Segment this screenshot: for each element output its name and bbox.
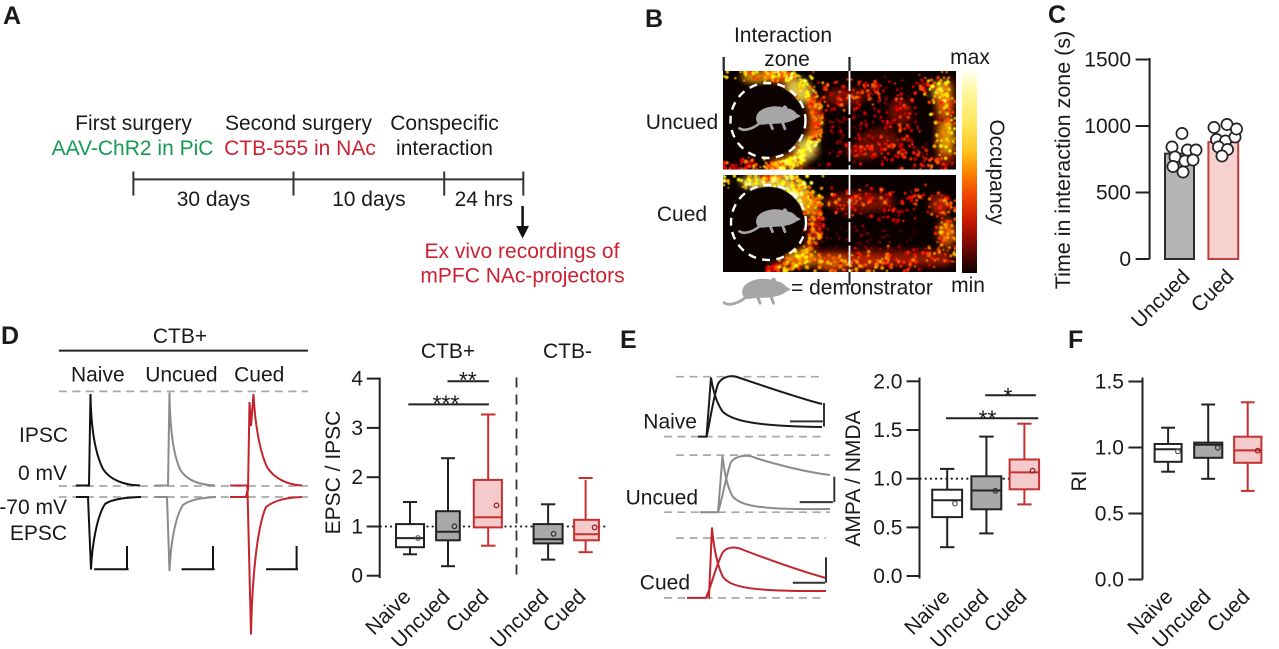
svg-text:zone: zone bbox=[764, 48, 810, 71]
svg-text:Cued: Cued bbox=[234, 364, 284, 387]
svg-text:Ex vivo recordings of: Ex vivo recordings of bbox=[425, 240, 620, 263]
svg-text:Naive: Naive bbox=[643, 410, 697, 433]
svg-text:0.5: 0.5 bbox=[873, 516, 902, 539]
svg-text:mPFC NAc-projectors: mPFC NAc-projectors bbox=[420, 265, 624, 288]
svg-text:A: A bbox=[3, 2, 21, 30]
svg-text:IPSC: IPSC bbox=[19, 424, 68, 447]
svg-text:Uncued: Uncued bbox=[145, 364, 217, 387]
svg-text:Occupancy: Occupancy bbox=[985, 119, 1008, 225]
svg-text:*: * bbox=[1004, 383, 1013, 409]
svg-text:CTB-555 in NAc: CTB-555 in NAc bbox=[224, 137, 376, 160]
svg-text:Second surgery: Second surgery bbox=[225, 112, 373, 135]
svg-text:2.0: 2.0 bbox=[873, 370, 902, 393]
svg-text:Cued: Cued bbox=[1187, 265, 1239, 317]
svg-text:0: 0 bbox=[351, 565, 363, 588]
svg-text:CTB-: CTB- bbox=[543, 340, 592, 363]
svg-text:1.0: 1.0 bbox=[873, 468, 902, 491]
svg-text:30 days: 30 days bbox=[177, 188, 251, 211]
svg-text:**: ** bbox=[979, 406, 997, 432]
svg-text:0: 0 bbox=[1119, 248, 1131, 271]
svg-text:AAV-ChR2 in PiC: AAV-ChR2 in PiC bbox=[52, 137, 214, 160]
svg-text:4: 4 bbox=[351, 368, 363, 391]
svg-text:Uncued: Uncued bbox=[1127, 265, 1194, 332]
svg-text:1.5: 1.5 bbox=[1095, 371, 1124, 394]
svg-text:Cued: Cued bbox=[657, 203, 707, 226]
svg-text:Naive: Naive bbox=[71, 364, 125, 387]
svg-text:2: 2 bbox=[351, 466, 363, 489]
svg-text:Uncued: Uncued bbox=[626, 486, 698, 509]
svg-text:**: ** bbox=[459, 367, 477, 393]
svg-text:1000: 1000 bbox=[1084, 115, 1131, 138]
svg-text:Cued: Cued bbox=[442, 585, 494, 637]
svg-text:1.0: 1.0 bbox=[1095, 437, 1124, 460]
svg-text:B: B bbox=[645, 5, 663, 33]
svg-text:500: 500 bbox=[1096, 182, 1131, 205]
svg-text:Conspecific: Conspecific bbox=[390, 112, 499, 135]
svg-text:Interaction: Interaction bbox=[734, 24, 832, 47]
svg-text:1: 1 bbox=[351, 516, 363, 539]
svg-text:EPSC: EPSC bbox=[10, 522, 67, 545]
svg-text:0 mV: 0 mV bbox=[18, 462, 67, 485]
svg-text:D: D bbox=[1, 322, 19, 350]
svg-text:E: E bbox=[620, 326, 637, 354]
svg-text:AMPA / NMDA: AMPA / NMDA bbox=[842, 410, 865, 546]
svg-text:RI: RI bbox=[1068, 471, 1091, 492]
svg-text:1500: 1500 bbox=[1084, 49, 1131, 72]
svg-text:C: C bbox=[1048, 1, 1066, 29]
svg-text:0.0: 0.0 bbox=[1095, 569, 1124, 592]
svg-text:Cued: Cued bbox=[1203, 585, 1255, 637]
svg-text:0.5: 0.5 bbox=[1095, 503, 1124, 526]
svg-text:Time in interaction zone (s): Time in interaction zone (s) bbox=[1051, 31, 1075, 290]
svg-text:EPSC / IPSC: EPSC / IPSC bbox=[322, 411, 345, 535]
svg-text:max: max bbox=[950, 46, 990, 69]
svg-text:Cued: Cued bbox=[539, 585, 591, 637]
svg-text:3: 3 bbox=[351, 417, 363, 440]
svg-text:10 days: 10 days bbox=[332, 188, 406, 211]
svg-text:= demonstrator: = demonstrator bbox=[791, 277, 933, 300]
svg-text:interaction: interaction bbox=[396, 137, 493, 160]
svg-text:Cued: Cued bbox=[980, 585, 1032, 637]
svg-text:24 hrs: 24 hrs bbox=[455, 188, 513, 211]
svg-text:***: *** bbox=[433, 391, 460, 417]
svg-text:Uncued: Uncued bbox=[646, 111, 718, 134]
svg-text:0.0: 0.0 bbox=[873, 565, 902, 588]
svg-text:1.5: 1.5 bbox=[873, 419, 902, 442]
svg-text:F: F bbox=[1068, 326, 1083, 354]
svg-text:CTB+: CTB+ bbox=[421, 340, 475, 363]
svg-text:First surgery: First surgery bbox=[75, 112, 192, 135]
svg-text:min: min bbox=[951, 274, 985, 297]
svg-text:-70 mV: -70 mV bbox=[0, 496, 67, 519]
svg-text:Cued: Cued bbox=[640, 572, 690, 595]
svg-text:CTB+: CTB+ bbox=[153, 325, 207, 348]
